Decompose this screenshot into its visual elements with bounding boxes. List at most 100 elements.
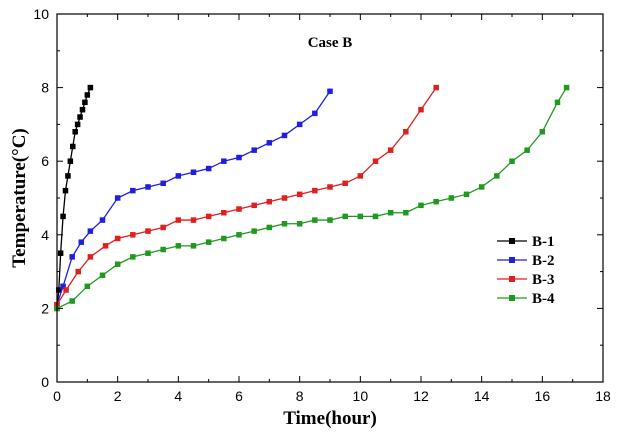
y-tick-label: 10 [33, 6, 49, 22]
data-point-B-3 [175, 217, 182, 223]
data-point-B-3 [75, 268, 81, 275]
data-point-B-4 [494, 173, 500, 179]
data-point-B-4 [327, 217, 333, 223]
data-point-B-4 [563, 84, 570, 91]
x-tick-label: 18 [595, 388, 611, 404]
data-point-B-2 [78, 239, 85, 245]
data-point-B-1 [60, 213, 66, 220]
data-point-B-4 [99, 272, 106, 279]
data-point-B-4 [387, 209, 394, 216]
chart-title: Case B [308, 35, 353, 51]
x-tick-label: 2 [114, 388, 122, 404]
y-tick-label: 0 [41, 374, 49, 390]
data-point-B-4 [84, 283, 91, 290]
data-point-B-4 [160, 246, 166, 253]
data-point-B-3 [114, 235, 121, 242]
data-point-B-1 [82, 99, 88, 106]
legend-item-B-1: B-1 [497, 234, 555, 250]
series-line-B-1 [56, 87, 91, 309]
data-point-B-3 [357, 173, 364, 179]
data-point-B-1 [67, 158, 74, 164]
data-point-B-1 [65, 173, 71, 179]
data-point-B-3 [296, 191, 303, 198]
legend: B-1 B-2 B-3 B-4 [497, 234, 555, 307]
legend-label: B-1 [532, 234, 555, 250]
data-point-B-3 [266, 198, 273, 205]
data-point-B-4 [357, 213, 364, 220]
data-point-B-2 [296, 121, 303, 128]
data-point-B-3 [312, 187, 318, 194]
data-point-B-4 [342, 213, 348, 220]
y-tick-label: 6 [41, 153, 49, 169]
y-axis-title: Temperature(°C) [9, 128, 30, 268]
data-point-B-4 [69, 298, 75, 304]
data-point-B-4 [205, 239, 212, 245]
data-point-B-2 [130, 187, 136, 194]
data-point-B-4 [221, 235, 227, 242]
data-point-B-3 [281, 195, 288, 201]
x-tick-label: 0 [53, 388, 61, 404]
data-point-B-4 [281, 221, 288, 227]
y-tick-label: 4 [41, 227, 49, 243]
legend-item-B-4: B-4 [497, 291, 555, 307]
data-point-B-1 [72, 129, 78, 135]
plot-frame [56, 13, 604, 383]
series-line-B-3 [56, 87, 437, 306]
data-point-B-4 [236, 232, 242, 238]
x-tick-label: 14 [474, 388, 490, 404]
series-B-4 [54, 84, 570, 312]
data-point-B-3 [251, 202, 257, 209]
y-tick-label: 2 [41, 300, 49, 316]
legend-marker [509, 238, 515, 244]
series-B-1 [54, 84, 94, 312]
y-tick-label: 8 [41, 80, 49, 96]
legend-marker [509, 276, 515, 282]
data-point-B-3 [433, 84, 439, 91]
data-point-B-1 [62, 187, 69, 194]
data-point-B-3 [130, 232, 136, 238]
legend-label: B-4 [532, 291, 555, 307]
data-point-B-4 [114, 261, 121, 267]
data-point-B-2 [312, 110, 318, 117]
data-point-B-3 [403, 129, 409, 135]
data-point-B-3 [418, 106, 424, 113]
data-point-B-1 [74, 121, 81, 128]
data-point-B-2 [175, 173, 182, 179]
data-point-B-4 [524, 147, 530, 153]
data-point-B-4 [296, 221, 303, 227]
data-point-B-3 [236, 206, 242, 212]
data-point-B-4 [418, 202, 424, 209]
legend-item-B-3: B-3 [497, 272, 555, 288]
x-tick-label: 8 [296, 388, 304, 404]
data-point-B-4 [190, 243, 197, 249]
data-point-B-2 [99, 217, 106, 223]
data-point-B-2 [221, 158, 227, 164]
data-point-B-1 [84, 92, 91, 98]
data-point-B-3 [372, 158, 379, 164]
data-point-B-4 [312, 217, 318, 223]
data-point-B-3 [342, 180, 348, 187]
data-point-B-3 [387, 147, 394, 153]
x-axis-title: Time(hour) [283, 408, 377, 429]
data-point-B-3 [63, 287, 69, 293]
data-point-B-4 [554, 99, 561, 106]
data-point-B-3 [87, 254, 94, 260]
data-point-B-2 [327, 88, 333, 95]
data-point-B-4 [130, 254, 136, 260]
data-point-B-4 [478, 184, 485, 190]
series-layer [54, 84, 570, 312]
data-point-B-4 [372, 213, 379, 220]
series-B-3 [54, 84, 439, 308]
data-point-B-3 [327, 184, 333, 190]
legend-label: B-3 [532, 272, 555, 288]
series-line-B-2 [56, 90, 331, 305]
data-point-B-2 [69, 254, 75, 260]
data-point-B-4 [403, 209, 409, 216]
legend-marker [509, 257, 515, 263]
data-point-B-4 [448, 195, 455, 201]
data-point-B-3 [102, 243, 109, 249]
data-point-B-1 [57, 250, 64, 256]
x-tick-label: 16 [535, 388, 551, 404]
series-B-2 [54, 88, 333, 308]
